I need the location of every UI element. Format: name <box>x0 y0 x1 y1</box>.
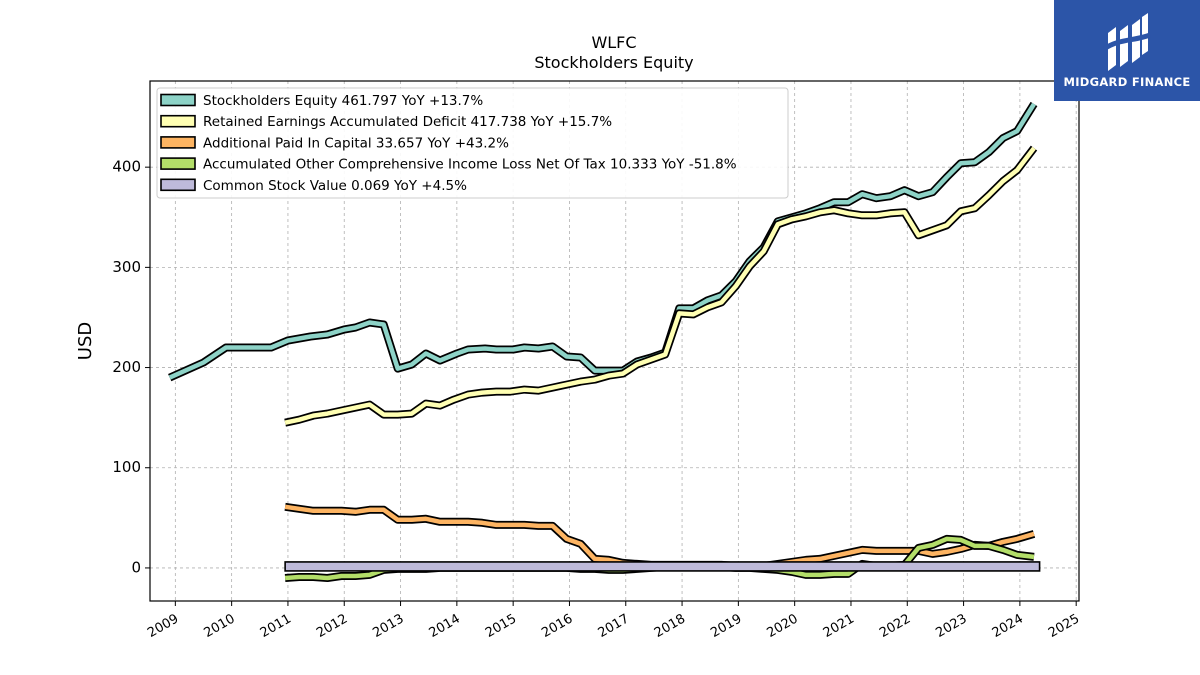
x-tick-label: 2009 <box>145 611 181 641</box>
chart-subtitle: Stockholders Equity <box>534 53 693 72</box>
legend-entry: Accumulated Other Comprehensive Income L… <box>203 157 737 173</box>
legend-entry: Additional Paid In Capital 33.657 YoY +4… <box>203 135 509 151</box>
series-outline-additional-paid-in-capital <box>284 502 1036 570</box>
plot-frame <box>149 80 1080 602</box>
x-tick-label: 2023 <box>933 611 969 641</box>
midgard-logo-icon <box>1102 12 1151 71</box>
legend-swatch <box>160 136 196 149</box>
y-tick-label: 100 <box>112 458 141 476</box>
x-tick-label: 2024 <box>990 611 1026 641</box>
x-tick-label: 2015 <box>483 611 519 641</box>
legend: Stockholders Equity 461.797 YoY +13.7% Re… <box>156 87 789 199</box>
brand-logo: MIDGARD FINANCE <box>1054 0 1200 101</box>
legend-entry: Stockholders Equity 461.797 YoY +13.7% <box>203 93 483 109</box>
x-tick-label: 2010 <box>201 611 237 641</box>
x-tick-label: 2017 <box>596 611 632 641</box>
x-tick-label: 2012 <box>314 611 350 641</box>
x-tick-label: 2025 <box>1046 611 1082 641</box>
x-tick-label: 2020 <box>765 611 801 641</box>
legend-swatch <box>160 157 196 170</box>
series-line-common-stock-value <box>284 561 1041 572</box>
legend-swatch <box>160 178 196 192</box>
series-outline-accumulated-other-comprehensive-income-loss-net-of-tax <box>284 534 1035 582</box>
series-line-retained-earnings-accumulated-deficit <box>284 146 1036 425</box>
y-tick-label: 300 <box>112 258 141 276</box>
x-tick-label: 2016 <box>539 611 575 641</box>
legend-swatch <box>160 114 196 128</box>
x-tick-label: 2019 <box>708 611 744 641</box>
x-tick-label: 2021 <box>821 611 857 641</box>
brand-name: MIDGARD FINANCE <box>1063 74 1191 89</box>
x-tick-label: 2014 <box>427 611 463 641</box>
y-tick-label: 400 <box>112 158 141 176</box>
legend-entry: Common Stock Value 0.069 YoY +4.5% <box>203 178 467 194</box>
y-tick-label: 0 <box>131 558 141 576</box>
legend-swatch <box>160 93 196 107</box>
x-tick-label: 2011 <box>258 611 294 641</box>
legend-entry: Retained Earnings Accumulated Deficit 41… <box>203 114 612 130</box>
series-lines <box>168 101 1041 582</box>
x-tick-label: 2013 <box>370 611 406 641</box>
legend-box <box>156 87 789 199</box>
chart-title: WLFC <box>591 33 636 52</box>
y-axis-label: USD <box>75 322 96 360</box>
y-tick-label: 200 <box>112 358 141 376</box>
x-tick-label: 2022 <box>877 611 913 641</box>
x-tick-label: 2018 <box>652 611 688 641</box>
